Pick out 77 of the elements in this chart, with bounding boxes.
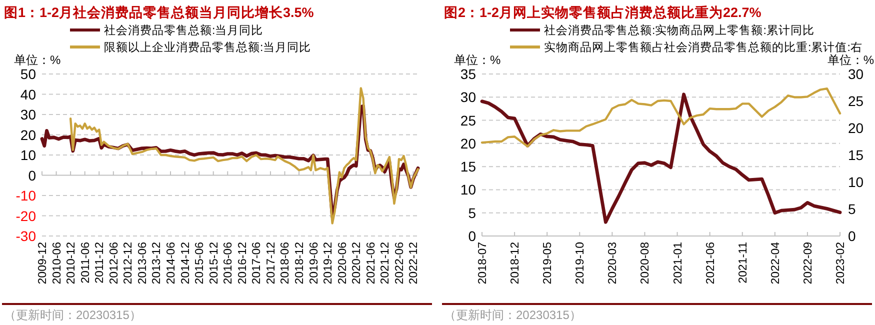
x-tick-label: 2020-03 xyxy=(607,242,620,284)
x-tick-label: 2020-12 xyxy=(351,242,364,284)
x-tick-label: 2015-06 xyxy=(194,242,206,284)
x-tick-label: 2018-12 xyxy=(294,242,306,284)
x-tick-label: 2021-06 xyxy=(704,242,717,284)
x-tick-label: 2013-12 xyxy=(151,242,164,284)
y-tick-label: 0 xyxy=(28,167,36,184)
legend-label: 社会消费品零售总额:当月同比 xyxy=(104,23,264,37)
y2-tick-label: 30 xyxy=(848,66,864,82)
x-tick-label: 2021-12 xyxy=(380,242,392,284)
legend-label: 实物商品网上零售额占社会消费品零售总额的比重:累计值:右 xyxy=(544,40,862,54)
x-tick-label: 2014-12 xyxy=(180,242,192,284)
chart-title: 图2：1-2月网上实物零售额占消费总额比重为22.7% xyxy=(444,4,762,20)
y-tick-label: 0 xyxy=(468,228,476,244)
x-tick-label: 2023-02 xyxy=(835,242,847,284)
x-tick-label: 2019-10 xyxy=(574,242,587,284)
x-tick-label: 2020-08 xyxy=(640,242,652,284)
text: （更新时间：20230315） xyxy=(4,308,142,322)
y-axis-title: 单位：% xyxy=(14,53,61,67)
x-tick-label: 2010-12 xyxy=(66,242,78,284)
x-tick-label: 2015-12 xyxy=(208,242,220,284)
y2-axis-title: 单位：% xyxy=(827,53,874,67)
y-tick-label: 20 xyxy=(460,135,476,152)
y-tick-label: 40 xyxy=(20,86,36,102)
x-tick-label: 2013-06 xyxy=(136,242,149,284)
y-axis-title: 单位：% xyxy=(454,53,501,67)
x-tick-label: 2018-12 xyxy=(510,242,522,284)
x-tick-label: 2019-06 xyxy=(308,242,320,284)
x-tick-label: 2010-06 xyxy=(51,242,64,284)
legend-label: 社会消费品零售总额:实物商品网上零售额:累计同比 xyxy=(544,23,814,37)
text: （更新时间：20230315） xyxy=(444,308,582,322)
x-tick-label: 2011-12 xyxy=(94,242,106,284)
y-tick-label: 30 xyxy=(20,106,36,122)
y2-tick-label: 25 xyxy=(848,93,864,109)
x-tick-label: 2021-11 xyxy=(737,242,750,284)
y-tick-label: 25 xyxy=(460,112,476,128)
y2-tick-label: 5 xyxy=(848,201,856,217)
x-tick-label: 2016-12 xyxy=(236,242,249,284)
x-tick-label: 2011-06 xyxy=(80,242,92,284)
x-tick-label: 2020-06 xyxy=(336,242,349,284)
x-tick-label: 2017-12 xyxy=(265,242,278,284)
y-tick-label: -20 xyxy=(16,208,36,224)
x-tick-label: 2021-01 xyxy=(672,242,684,284)
x-tick-label: 2018-07 xyxy=(477,242,489,284)
x-tick-label: 2014-06 xyxy=(166,242,178,284)
y-tick-label: 50 xyxy=(20,66,36,82)
x-tick-label: 2022-04 xyxy=(770,241,782,284)
y2-tick-label: 0 xyxy=(848,228,856,244)
y-tick-label: 10 xyxy=(460,182,476,198)
y-tick-label: 5 xyxy=(468,204,476,221)
x-tick-label: 2012-06 xyxy=(108,242,120,284)
line-series xyxy=(69,87,420,224)
x-tick-label: 2017-06 xyxy=(251,242,264,284)
y-tick-label: 20 xyxy=(20,126,36,143)
y2-tick-label: 15 xyxy=(848,147,864,163)
chart-title: 图1：1-2月社会消费品零售总额当月同比增长3.5% xyxy=(4,4,314,20)
x-tick-label: 2022-06 xyxy=(394,242,406,284)
x-tick-label: 2021-06 xyxy=(365,242,378,284)
y-tick-label: 10 xyxy=(20,147,36,163)
legend-label: 限额以上企业消费品零售总额:当月同比 xyxy=(104,40,312,54)
x-tick-label: 2022-09 xyxy=(802,242,814,284)
y2-tick-label: 10 xyxy=(848,174,864,190)
x-tick-label: 2019-12 xyxy=(322,242,335,284)
y2-tick-label: 20 xyxy=(848,120,864,136)
y-tick-label: -30 xyxy=(16,228,36,244)
x-tick-label: 2019-05 xyxy=(542,242,554,284)
x-tick-label: 2016-06 xyxy=(222,242,235,284)
line-series xyxy=(480,92,842,224)
x-tick-label: 2022-12 xyxy=(408,242,420,284)
x-tick-label: 2012-12 xyxy=(122,242,135,284)
y-tick-label: 15 xyxy=(460,158,476,175)
x-tick-label: 2018-06 xyxy=(280,242,292,284)
line-series xyxy=(480,87,842,148)
y-tick-label: -10 xyxy=(16,188,36,204)
x-tick-label: 2009-12 xyxy=(37,242,49,284)
y-tick-label: 30 xyxy=(460,89,476,106)
y-tick-label: 35 xyxy=(460,66,476,82)
